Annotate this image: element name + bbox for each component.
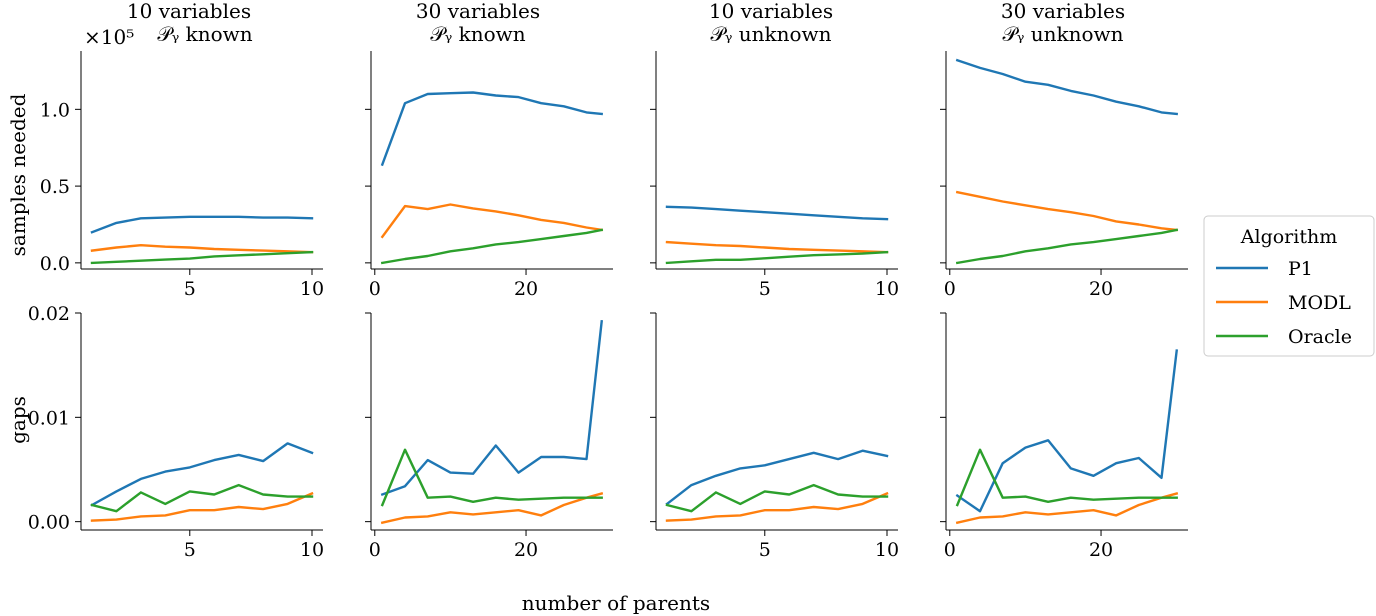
- y-tick-label: 0.00: [28, 512, 70, 534]
- series-line-p1: [380, 91, 604, 167]
- col-title-2-line-2: 𝒫ᵧ known: [430, 22, 525, 46]
- x-tick-label: 5: [759, 539, 771, 561]
- series-line-oracle: [90, 250, 314, 265]
- legend-label-p1: P1: [1288, 258, 1313, 280]
- y-axis-label-samples: samples needed: [6, 93, 30, 256]
- legend-entry-oracle: Oracle: [1216, 326, 1352, 348]
- legend-entry-modl: MODL: [1216, 292, 1351, 314]
- x-tick-label: 10: [300, 539, 324, 561]
- y-tick-label: 0.5: [40, 176, 70, 198]
- y-tick-label: 0.01: [28, 407, 70, 429]
- legend-label-oracle: Oracle: [1288, 326, 1352, 348]
- col-title-1-line-1: 10 variables: [127, 0, 251, 23]
- y-offset-text: ×10⁵: [84, 25, 134, 49]
- x-tick-label: 0: [944, 539, 956, 561]
- x-tick-label: 0: [369, 278, 381, 300]
- series-line-p1: [665, 449, 889, 506]
- panel-r2-c4: 0 20: [940, 312, 1188, 561]
- panel-r1-c3: 5 10: [650, 51, 899, 300]
- series-line-modl: [90, 243, 314, 254]
- series-line-p1: [665, 205, 889, 221]
- col-title-1-line-2: 𝒫ᵧ known: [157, 22, 252, 46]
- series-line-oracle: [665, 250, 889, 265]
- x-tick-label: 10: [875, 278, 899, 300]
- panel-r1-c4: 0 20: [940, 51, 1188, 300]
- panel-r1-c1: 0.0 0.5 1.0 5 10: [40, 51, 324, 300]
- series-line-modl: [380, 492, 604, 525]
- x-tick-label: 20: [1089, 539, 1113, 561]
- x-tick-label: 20: [514, 278, 538, 300]
- series-line-oracle: [955, 228, 1179, 265]
- col-title-2-line-1: 30 variables: [416, 0, 540, 23]
- series-line-modl: [665, 491, 889, 522]
- x-tick-label: 10: [875, 539, 899, 561]
- series-line-p1: [380, 319, 604, 497]
- x-tick-label: 10: [300, 278, 324, 300]
- x-axis-label: number of parents: [522, 591, 710, 615]
- series-line-modl: [90, 491, 314, 522]
- series-line-p1: [955, 349, 1179, 513]
- series-line-oracle: [955, 448, 1178, 507]
- col-title-3-line-1: 10 variables: [709, 0, 833, 23]
- x-tick-label: 20: [1089, 278, 1113, 300]
- panel-r1-c2: 0 20: [365, 51, 613, 300]
- y-axis-label-gaps: gaps: [6, 396, 30, 444]
- x-tick-label: 20: [514, 539, 538, 561]
- y-tick-label: 1.0: [40, 99, 70, 121]
- x-tick-label: 0: [944, 278, 956, 300]
- panel-r2-c3: 5 10: [650, 312, 899, 561]
- x-tick-label: 0: [369, 539, 381, 561]
- col-title-4-line-2: 𝒫ᵧ unknown: [1002, 22, 1123, 46]
- x-tick-label: 5: [184, 278, 196, 300]
- series-line-p1: [90, 215, 314, 234]
- series-line-p1: [955, 58, 1179, 116]
- legend-entry-p1: P1: [1216, 258, 1313, 280]
- y-tick-label: 0.0: [40, 253, 70, 275]
- legend-label-modl: MODL: [1288, 292, 1351, 314]
- panel-r2-c1: 0.00 0.01 0.02 5 10: [28, 303, 324, 561]
- legend-title: Algorithm: [1240, 226, 1337, 248]
- col-title-3-line-2: 𝒫ᵧ unknown: [710, 22, 831, 46]
- series-line-modl: [955, 492, 1179, 525]
- x-tick-label: 5: [184, 539, 196, 561]
- series-line-modl: [955, 190, 1179, 232]
- series-line-oracle: [665, 483, 889, 513]
- panels: 0.0 0.5 1.0 5 10 0 20 5 10 0 20 0.00 0.01 0.02 5 10 0 20 5…: [28, 51, 1188, 561]
- series-line-oracle: [380, 228, 604, 265]
- panel-r2-c2: 0 20: [365, 312, 613, 561]
- series-line-oracle: [90, 483, 314, 513]
- legend: Algorithm P1 MODL Oracle: [1203, 215, 1375, 357]
- series-line-p1: [90, 442, 314, 507]
- series-line-modl: [380, 203, 604, 239]
- x-tick-label: 5: [759, 278, 771, 300]
- col-title-4-line-1: 30 variables: [1001, 0, 1125, 23]
- legend-frame: [1203, 215, 1375, 357]
- series-line-oracle: [380, 448, 603, 507]
- series-line-modl: [665, 240, 889, 254]
- y-tick-label: 0.02: [28, 303, 70, 325]
